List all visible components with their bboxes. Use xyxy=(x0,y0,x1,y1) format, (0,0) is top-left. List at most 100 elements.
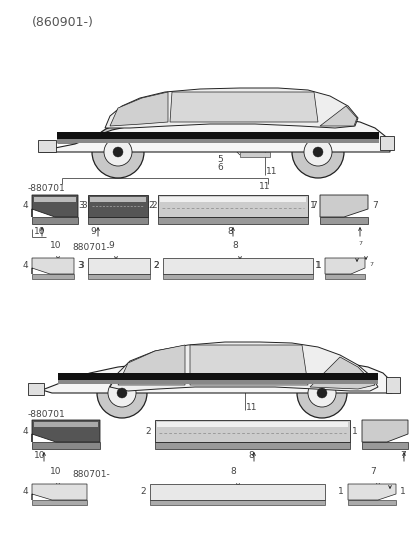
Text: 3: 3 xyxy=(81,202,87,210)
Polygon shape xyxy=(170,92,317,122)
Polygon shape xyxy=(118,345,185,385)
Bar xyxy=(163,258,312,274)
Text: -880701: -880701 xyxy=(28,410,66,419)
Text: 2: 2 xyxy=(148,202,154,210)
Text: 3: 3 xyxy=(77,261,83,271)
Polygon shape xyxy=(32,195,78,217)
Bar xyxy=(347,500,395,505)
Bar xyxy=(157,422,347,427)
Circle shape xyxy=(104,138,132,166)
Polygon shape xyxy=(309,357,374,389)
Text: 1: 1 xyxy=(309,202,315,210)
Text: 3: 3 xyxy=(78,202,84,210)
Bar xyxy=(58,380,377,384)
Text: 8: 8 xyxy=(231,240,237,250)
Text: 4: 4 xyxy=(22,427,28,435)
Text: 11: 11 xyxy=(266,167,277,176)
Text: 880701-: 880701- xyxy=(72,470,109,479)
Text: 4: 4 xyxy=(22,261,28,271)
Bar xyxy=(324,274,364,279)
Text: 11: 11 xyxy=(259,182,270,191)
Bar xyxy=(150,500,324,505)
Bar xyxy=(88,258,150,274)
Bar xyxy=(240,152,269,157)
Polygon shape xyxy=(110,92,168,126)
Bar xyxy=(158,195,307,217)
Polygon shape xyxy=(110,342,377,391)
Text: 2: 2 xyxy=(151,202,156,210)
Circle shape xyxy=(117,388,127,398)
Bar xyxy=(90,197,146,202)
Bar xyxy=(28,383,44,395)
Text: $^7$: $^7$ xyxy=(368,261,374,271)
Text: 9: 9 xyxy=(108,240,114,250)
Text: 1: 1 xyxy=(351,427,357,435)
Text: 1: 1 xyxy=(314,261,320,271)
Text: 7: 7 xyxy=(399,451,405,461)
Bar xyxy=(32,500,87,505)
Text: 10: 10 xyxy=(50,240,62,250)
Bar xyxy=(32,442,100,449)
Polygon shape xyxy=(32,258,74,274)
Text: 1: 1 xyxy=(337,487,343,497)
Bar xyxy=(34,422,98,427)
Circle shape xyxy=(307,379,335,407)
Circle shape xyxy=(291,126,343,178)
Text: 7: 7 xyxy=(310,202,316,210)
Circle shape xyxy=(316,388,326,398)
Bar xyxy=(159,197,305,202)
Text: 1: 1 xyxy=(411,427,413,435)
Polygon shape xyxy=(40,116,389,152)
Circle shape xyxy=(113,147,123,157)
Polygon shape xyxy=(32,484,87,500)
Polygon shape xyxy=(42,360,391,393)
Text: 7: 7 xyxy=(371,202,377,210)
Text: 1: 1 xyxy=(399,487,405,497)
Bar xyxy=(385,377,399,393)
Text: 4: 4 xyxy=(22,202,28,210)
Text: 9: 9 xyxy=(90,226,95,236)
Text: 6: 6 xyxy=(216,164,222,173)
Polygon shape xyxy=(319,106,356,126)
Bar xyxy=(58,373,377,380)
Bar xyxy=(158,217,307,224)
Bar xyxy=(154,420,349,442)
Text: 2: 2 xyxy=(140,487,146,497)
Polygon shape xyxy=(32,420,100,442)
Bar xyxy=(88,217,147,224)
Text: 10: 10 xyxy=(50,468,62,477)
Bar xyxy=(379,136,393,150)
Text: 10: 10 xyxy=(34,451,45,461)
Bar xyxy=(38,140,56,152)
Circle shape xyxy=(97,368,147,418)
Bar xyxy=(361,442,407,449)
Circle shape xyxy=(296,368,346,418)
Text: 10: 10 xyxy=(34,226,45,236)
Polygon shape xyxy=(361,420,407,442)
Text: 7: 7 xyxy=(369,468,375,477)
Bar xyxy=(150,484,324,500)
Text: 1: 1 xyxy=(315,261,321,271)
Polygon shape xyxy=(347,484,395,500)
Text: $^{7}$: $^{7}$ xyxy=(357,240,363,250)
Circle shape xyxy=(312,147,322,157)
Text: 8: 8 xyxy=(226,226,232,236)
Polygon shape xyxy=(105,88,357,128)
Text: 5: 5 xyxy=(216,155,222,165)
Polygon shape xyxy=(88,195,147,217)
Polygon shape xyxy=(324,258,364,274)
Bar xyxy=(34,197,76,202)
Text: 880701-: 880701- xyxy=(72,243,109,252)
Text: 11: 11 xyxy=(246,402,257,412)
Circle shape xyxy=(303,138,331,166)
Text: (860901-): (860901-) xyxy=(32,16,94,29)
Text: 8: 8 xyxy=(247,451,253,461)
Text: 3: 3 xyxy=(78,261,84,271)
Bar xyxy=(32,217,78,224)
Bar xyxy=(163,274,312,279)
Text: 4: 4 xyxy=(22,487,28,497)
Bar xyxy=(57,139,378,143)
Text: 8: 8 xyxy=(230,468,235,477)
Polygon shape xyxy=(319,195,367,217)
Text: 2: 2 xyxy=(145,427,151,435)
